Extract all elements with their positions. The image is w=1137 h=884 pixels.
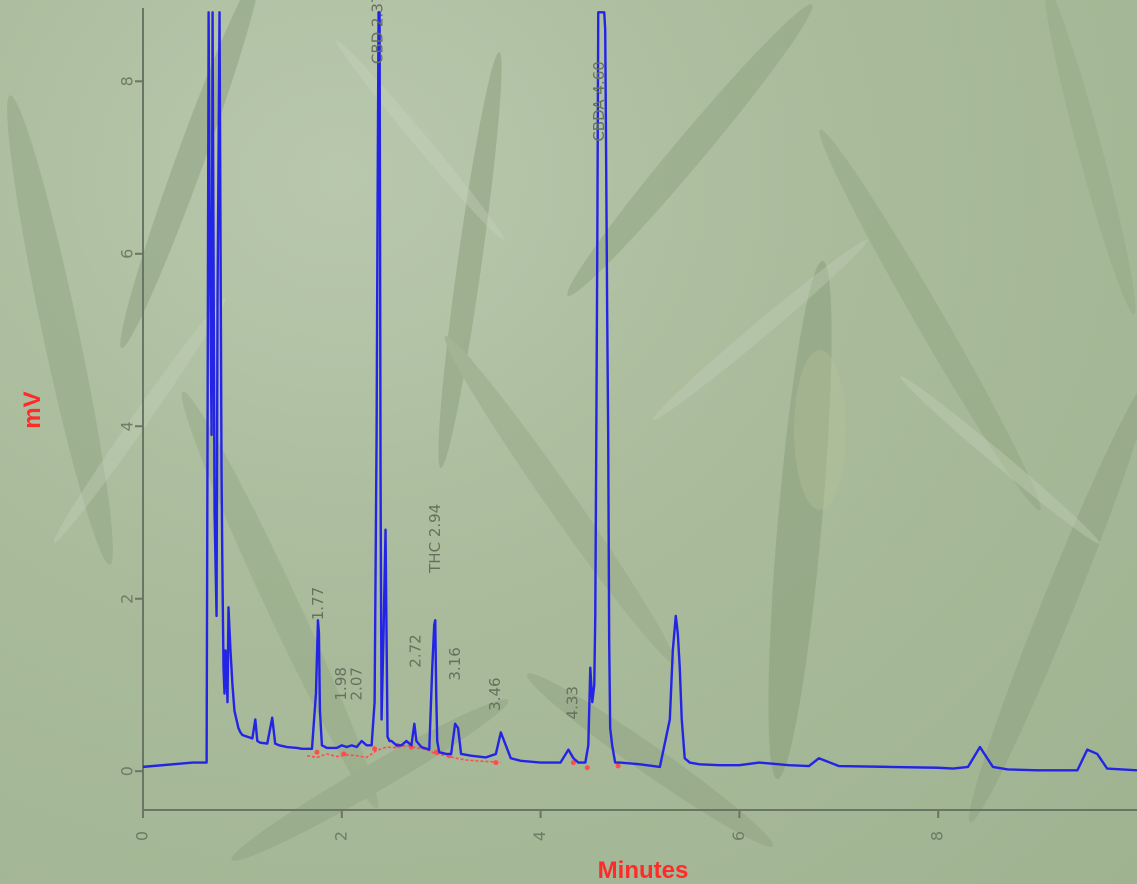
baseline-marker (341, 751, 347, 757)
chromatogram-signal (142, 11, 1137, 772)
peak-label: 4.33 (563, 686, 581, 719)
chart-axes (142, 8, 1137, 811)
baseline-marker (570, 760, 576, 766)
x-tick-label: 6 (729, 831, 748, 841)
baseline-marker (314, 749, 320, 755)
y-tick-label: 0 (118, 766, 137, 776)
peak-label: CBDA 4.60 (590, 61, 608, 141)
peak-label: 2.07 (348, 667, 366, 700)
peak-label: 3.16 (446, 647, 464, 680)
x-tick-label: 4 (530, 831, 549, 841)
peak-annotations: 1.77 1.982.07 CBD 2.37 2.72 THC 2.94 3.16 3.46… (309, 0, 608, 719)
x-tick-label: 8 (928, 831, 947, 841)
x-axis-title: Minutes (598, 857, 689, 884)
y-tick-label: 8 (118, 76, 137, 86)
y-tick-label: 4 (118, 421, 137, 431)
y-tick-label: 6 (118, 249, 137, 259)
peak-label: 2.72 (406, 634, 424, 667)
baseline-marker (433, 749, 439, 755)
baseline-marker (372, 746, 378, 752)
peak-label: 1.98 (332, 667, 350, 700)
peak-label: THC 2.94 (426, 504, 444, 574)
y-tick-label: 2 (118, 594, 137, 604)
baseline-marker (584, 765, 590, 771)
series-layer (142, 11, 1137, 772)
peak-label: 1.77 (309, 587, 327, 620)
baseline-trace (306, 744, 501, 764)
x-tick-label: 0 (133, 831, 152, 841)
y-axis-title: mV (19, 391, 46, 428)
peak-label: 3.46 (486, 677, 504, 710)
x-tick-label: 2 (331, 831, 350, 841)
baseline-marker (493, 760, 499, 766)
axis-ticks: 0 2 4 6 8 0 2 4 6 8 (118, 76, 947, 841)
peak-label: CBD 2.37 (369, 0, 387, 64)
baseline-marker (615, 763, 621, 769)
